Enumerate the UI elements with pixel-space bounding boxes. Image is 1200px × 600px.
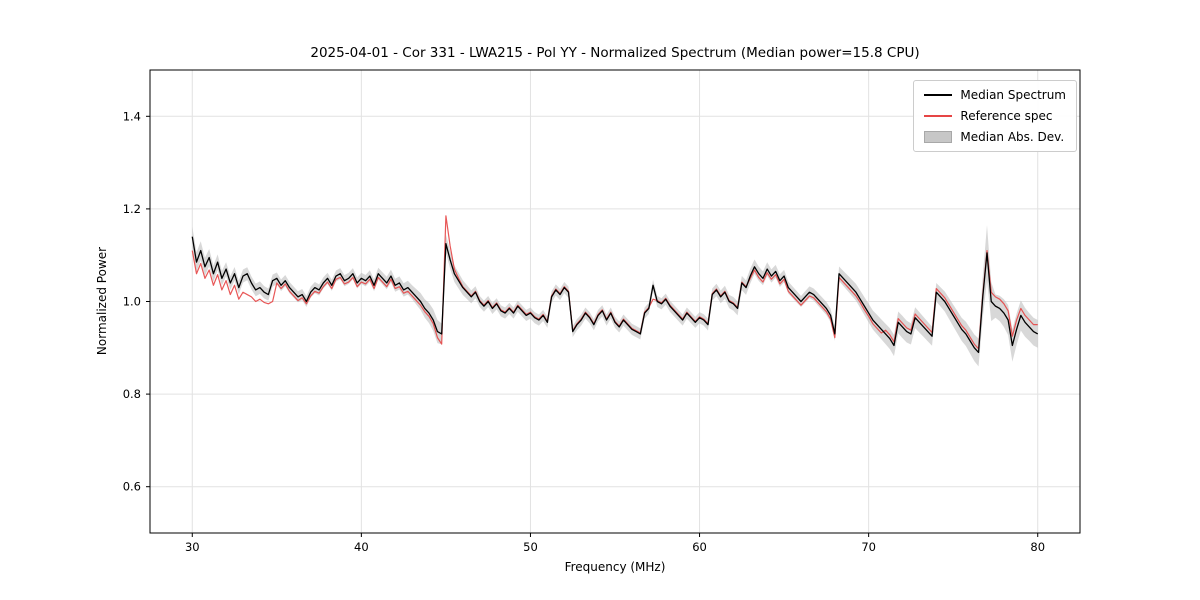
x-tick-label: 80: [1030, 540, 1045, 554]
y-tick-label: 0.6: [123, 480, 141, 494]
legend-item-mad: Median Abs. Dev.: [924, 130, 1066, 144]
legend: Median Spectrum Reference spec Median Ab…: [913, 80, 1077, 152]
y-tick-label: 1.2: [123, 202, 141, 216]
mad-patch-swatch-icon: [924, 131, 953, 143]
y-tick-label: 1.4: [123, 109, 141, 123]
legend-label: Reference spec: [960, 109, 1053, 123]
median-line-swatch-icon: [924, 94, 953, 96]
legend-item-median-spectrum: Median Spectrum: [924, 88, 1066, 102]
x-tick-label: 40: [354, 540, 369, 554]
x-tick-label: 50: [523, 540, 538, 554]
y-tick-label: 0.8: [123, 387, 141, 401]
x-axis-label: Frequency (MHz): [565, 560, 666, 574]
mad-band-area: [192, 225, 1038, 367]
legend-label: Median Abs. Dev.: [960, 130, 1065, 144]
y-axis-label: Normalized Power: [95, 247, 109, 355]
x-axis-ticks: 30 40 50 60 70 80: [185, 533, 1045, 554]
x-tick-label: 60: [692, 540, 707, 554]
x-tick-label: 30: [185, 540, 200, 554]
y-axis-ticks: 0.6 0.8 1.0 1.2 1.4: [123, 109, 150, 494]
legend-label: Median Spectrum: [960, 88, 1066, 102]
legend-item-reference-spec: Reference spec: [924, 109, 1066, 123]
median-spectrum-line: [191, 236, 1039, 354]
y-tick-label: 1.0: [123, 295, 141, 309]
plot-title: 2025-04-01 - Cor 331 - LWA215 - Pol YY -…: [310, 45, 919, 61]
reference-line-swatch-icon: [924, 115, 953, 117]
reference-spectrum-line: [191, 215, 1038, 350]
x-tick-label: 70: [861, 540, 876, 554]
